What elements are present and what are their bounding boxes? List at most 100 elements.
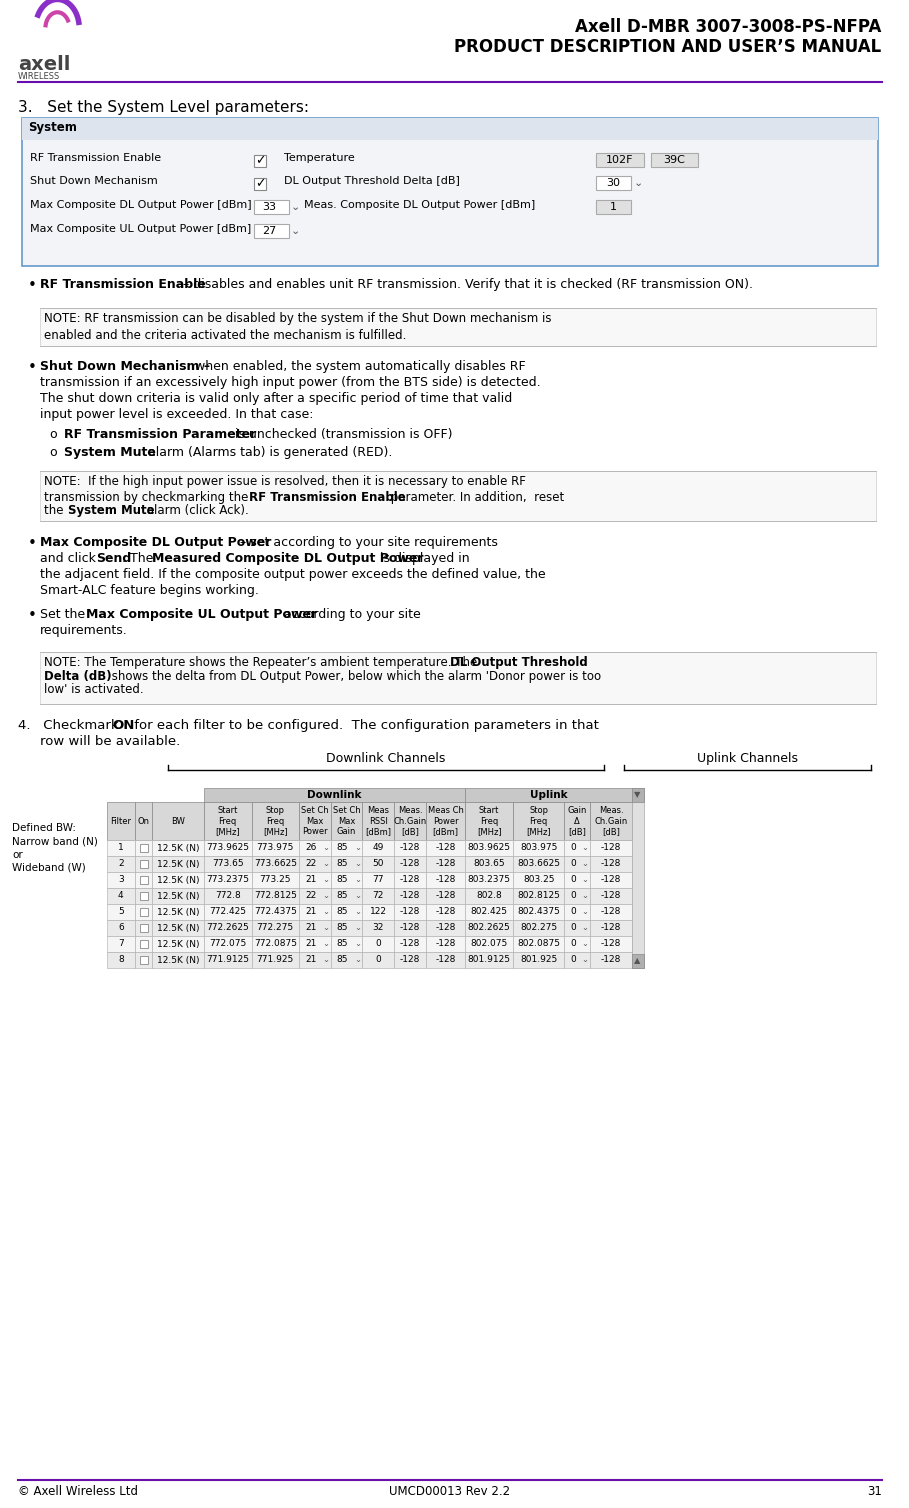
Text: BW: BW (171, 816, 185, 825)
Bar (590, 857, 632, 872)
Text: DL Output Threshold: DL Output Threshold (450, 656, 587, 670)
Text: 803.65: 803.65 (474, 860, 505, 869)
Text: The shut down criteria is valid only after a specific period of time that valid: The shut down criteria is valid only aft… (40, 392, 512, 406)
Bar (252, 872, 299, 888)
Text: Filter: Filter (110, 816, 131, 825)
Bar (465, 920, 513, 936)
Bar (632, 955, 644, 968)
Text: Max Composite UL Output Power: Max Composite UL Output Power (86, 608, 317, 621)
Text: 7: 7 (118, 939, 124, 949)
Bar (252, 888, 299, 903)
Text: 772.8125: 772.8125 (254, 891, 296, 900)
Bar (513, 872, 564, 888)
Bar (564, 872, 590, 888)
Bar (40, 651, 876, 704)
Bar (140, 844, 147, 852)
Text: -128: -128 (400, 876, 420, 885)
Text: 21: 21 (305, 876, 316, 885)
Text: © Axell Wireless Ltd: © Axell Wireless Ltd (18, 1485, 138, 1497)
Text: 12.5K (N): 12.5K (N) (157, 908, 199, 917)
Text: Meas Ch
Power
[dBm]: Meas Ch Power [dBm] (427, 807, 464, 835)
Bar (425, 840, 465, 857)
Text: 0: 0 (571, 891, 576, 900)
Text: -128: -128 (601, 860, 621, 869)
Text: Set Ch
Max
Power: Set Ch Max Power (301, 807, 329, 835)
Text: 803.25: 803.25 (523, 876, 554, 885)
Bar (465, 789, 632, 802)
Text: 4.   Checkmark: 4. Checkmark (18, 719, 123, 731)
Bar (204, 920, 252, 936)
Text: 0: 0 (571, 860, 576, 869)
Text: 802.8125: 802.8125 (517, 891, 560, 900)
Text: 85: 85 (337, 956, 348, 965)
Text: NOTE:  If the high input power issue is resolved, then it is necessary to enable: NOTE: If the high input power issue is r… (44, 475, 525, 489)
Text: -128: -128 (400, 860, 420, 869)
Text: 772.075: 772.075 (209, 939, 246, 949)
Text: 31: 31 (867, 1485, 883, 1497)
Text: 773.9625: 773.9625 (206, 843, 249, 852)
Bar (564, 952, 590, 968)
Text: -128: -128 (400, 956, 420, 965)
Bar (564, 936, 590, 952)
Bar (204, 936, 252, 952)
Text: according to your site: according to your site (280, 608, 421, 621)
Text: 773.2375: 773.2375 (206, 876, 249, 885)
Text: ⌄: ⌄ (354, 956, 361, 965)
Text: -128: -128 (601, 939, 621, 949)
Text: WIRELESS: WIRELESS (18, 72, 60, 81)
Bar (40, 308, 876, 345)
Bar (425, 903, 465, 920)
Text: 0: 0 (375, 939, 381, 949)
Bar (465, 952, 513, 968)
Text: 50: 50 (373, 860, 384, 869)
Text: for each filter to be configured.  The configuration parameters in that: for each filter to be configured. The co… (130, 719, 599, 731)
Text: 0: 0 (571, 908, 576, 917)
Bar (204, 840, 252, 857)
Bar (513, 888, 564, 903)
Text: 802.0875: 802.0875 (517, 939, 560, 949)
Text: ⌄: ⌄ (323, 923, 329, 932)
Text: Measured Composite DL Output Power: Measured Composite DL Output Power (152, 552, 423, 566)
Text: 802.425: 802.425 (471, 908, 507, 917)
Bar (140, 924, 147, 932)
Bar (107, 888, 135, 903)
Bar (331, 802, 363, 840)
Text: •: • (28, 360, 36, 375)
Bar (331, 903, 363, 920)
Bar (590, 952, 632, 968)
Text: Send: Send (96, 552, 131, 566)
Text: ✓: ✓ (255, 154, 266, 167)
Text: DL Output Threshold Delta [dB]: DL Output Threshold Delta [dB] (285, 176, 460, 185)
Text: 72: 72 (373, 891, 384, 900)
Bar (564, 888, 590, 903)
Bar (204, 903, 252, 920)
Text: RF Transmission Parameter: RF Transmission Parameter (65, 428, 256, 440)
Bar (425, 802, 465, 840)
Bar (153, 888, 204, 903)
Bar (465, 888, 513, 903)
Text: NOTE: RF transmission can be disabled by the system if the Shut Down mechanism i: NOTE: RF transmission can be disabled by… (44, 312, 551, 342)
Text: -128: -128 (601, 923, 621, 932)
Text: -128: -128 (601, 908, 621, 917)
Bar (107, 903, 135, 920)
Bar (395, 903, 425, 920)
Text: 12.5K (N): 12.5K (N) (157, 843, 199, 852)
Text: ▼: ▼ (634, 790, 641, 799)
Text: 802.2625: 802.2625 (468, 923, 511, 932)
Text: 8: 8 (118, 956, 124, 965)
Bar (425, 952, 465, 968)
Bar (140, 908, 147, 915)
Bar (107, 920, 135, 936)
Bar (513, 802, 564, 840)
Bar (395, 872, 425, 888)
Bar (299, 920, 331, 936)
Text: – disables and enables unit RF transmission. Verify that it is checked (RF trans: – disables and enables unit RF transmiss… (184, 277, 754, 291)
Text: ⌄: ⌄ (323, 891, 329, 900)
Bar (465, 840, 513, 857)
Text: On: On (137, 816, 150, 825)
Bar (395, 802, 425, 840)
Text: alarm (click Ack).: alarm (click Ack). (143, 504, 248, 517)
Bar (140, 860, 147, 869)
Bar (252, 840, 299, 857)
Bar (564, 840, 590, 857)
